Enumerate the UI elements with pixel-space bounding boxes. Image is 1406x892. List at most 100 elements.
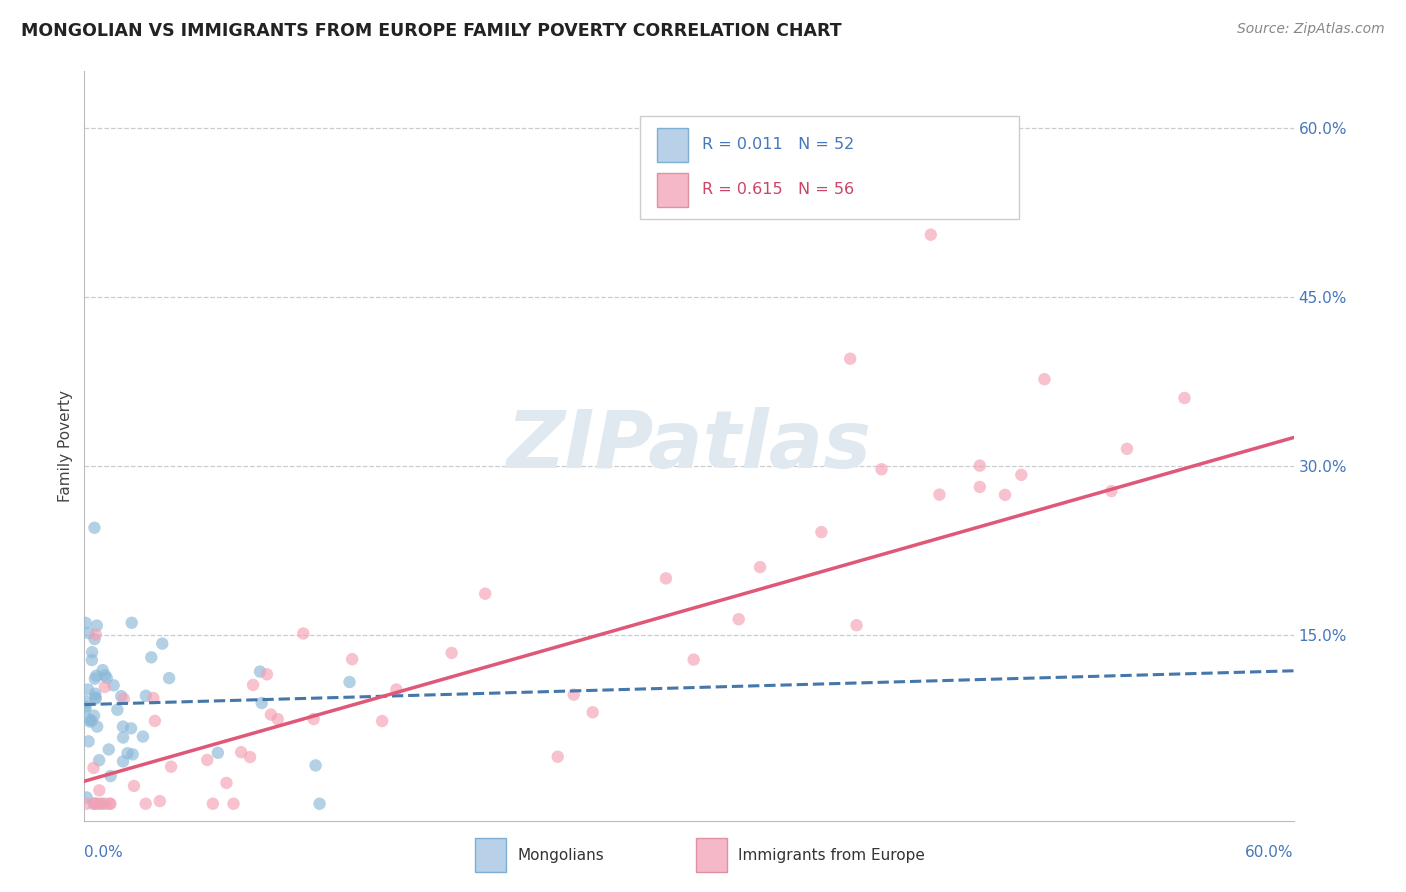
Point [112, 731, 135, 745]
Point [157, 671, 180, 685]
Point [84, 690, 107, 705]
Point [84, 797, 107, 811]
Point [250, 696, 273, 710]
Text: Source: ZipAtlas.com: Source: ZipAtlas.com [1237, 22, 1385, 37]
Point [292, 626, 315, 640]
Point [76, 797, 98, 811]
Point [80, 653, 103, 667]
Point [135, 689, 157, 703]
Point [222, 797, 245, 811]
Point [682, 652, 704, 666]
Point [141, 650, 163, 665]
Text: ZIPatlas: ZIPatlas [506, 407, 872, 485]
Point [83, 521, 105, 535]
Point [89, 783, 111, 797]
Point [727, 612, 749, 626]
Point [229, 745, 252, 759]
Point [969, 480, 991, 494]
Point [117, 746, 139, 760]
Text: Immigrants from Europe: Immigrants from Europe [738, 848, 925, 863]
Point [1033, 372, 1056, 386]
Point [994, 488, 1017, 502]
Point [83, 672, 105, 686]
Point [1010, 467, 1032, 482]
Point [440, 646, 463, 660]
Point [385, 682, 408, 697]
Point [79, 713, 101, 727]
Point [77, 734, 100, 748]
Point [84, 691, 107, 706]
Point [562, 688, 585, 702]
Point [340, 652, 363, 666]
Point [215, 776, 238, 790]
Point [82, 761, 104, 775]
Point [80, 714, 103, 728]
Point [267, 712, 290, 726]
Point [112, 691, 135, 706]
Point [1173, 391, 1195, 405]
Text: MONGOLIAN VS IMMIGRANTS FROM EUROPE FAMILY POVERTY CORRELATION CHART: MONGOLIAN VS IMMIGRANTS FROM EUROPE FAMI… [21, 22, 842, 40]
Point [845, 618, 868, 632]
Point [1099, 484, 1122, 499]
Point [749, 560, 772, 574]
Y-axis label: Family Poverty: Family Poverty [58, 390, 73, 502]
Point [122, 779, 145, 793]
Point [201, 797, 224, 811]
Point [195, 753, 218, 767]
Point [839, 351, 862, 366]
Point [84, 627, 107, 641]
Point [75, 615, 97, 630]
Point [86, 720, 108, 734]
Text: R = 0.615   N = 56: R = 0.615 N = 56 [702, 182, 853, 197]
Point [98, 797, 121, 811]
Point [96, 671, 118, 685]
Point [132, 730, 155, 744]
Point [91, 797, 114, 811]
Point [969, 458, 991, 473]
Point [207, 746, 229, 760]
Point [547, 749, 569, 764]
Point [83, 632, 105, 646]
Point [121, 747, 143, 762]
Point [150, 637, 173, 651]
Point [83, 708, 105, 723]
Text: 60.0%: 60.0% [1246, 846, 1294, 861]
Point [100, 769, 122, 783]
Point [474, 587, 496, 601]
Point [142, 691, 165, 706]
Point [84, 687, 107, 701]
Point [79, 714, 101, 729]
Point [94, 680, 117, 694]
Point [308, 797, 330, 811]
Point [112, 755, 135, 769]
Point [75, 699, 97, 714]
Point [143, 714, 166, 728]
Point [75, 702, 97, 716]
Text: 0.0%: 0.0% [84, 846, 124, 861]
Point [655, 571, 678, 585]
Point [84, 797, 107, 811]
Point [89, 753, 111, 767]
Point [256, 667, 278, 681]
Point [242, 678, 264, 692]
Point [920, 227, 942, 242]
Point [120, 722, 142, 736]
Point [160, 760, 183, 774]
Point [304, 758, 326, 772]
Point [260, 707, 283, 722]
Point [339, 675, 361, 690]
Point [135, 797, 157, 811]
Point [1116, 442, 1139, 456]
Point [76, 790, 98, 805]
Point [105, 703, 128, 717]
Text: Mongolians: Mongolians [517, 848, 605, 863]
Point [371, 714, 394, 728]
Point [810, 524, 832, 539]
Point [77, 682, 100, 697]
Text: R = 0.011   N = 52: R = 0.011 N = 52 [702, 137, 853, 153]
Point [870, 462, 893, 476]
Point [110, 689, 132, 703]
Point [80, 645, 103, 659]
Point [89, 797, 111, 811]
Point [91, 663, 114, 677]
